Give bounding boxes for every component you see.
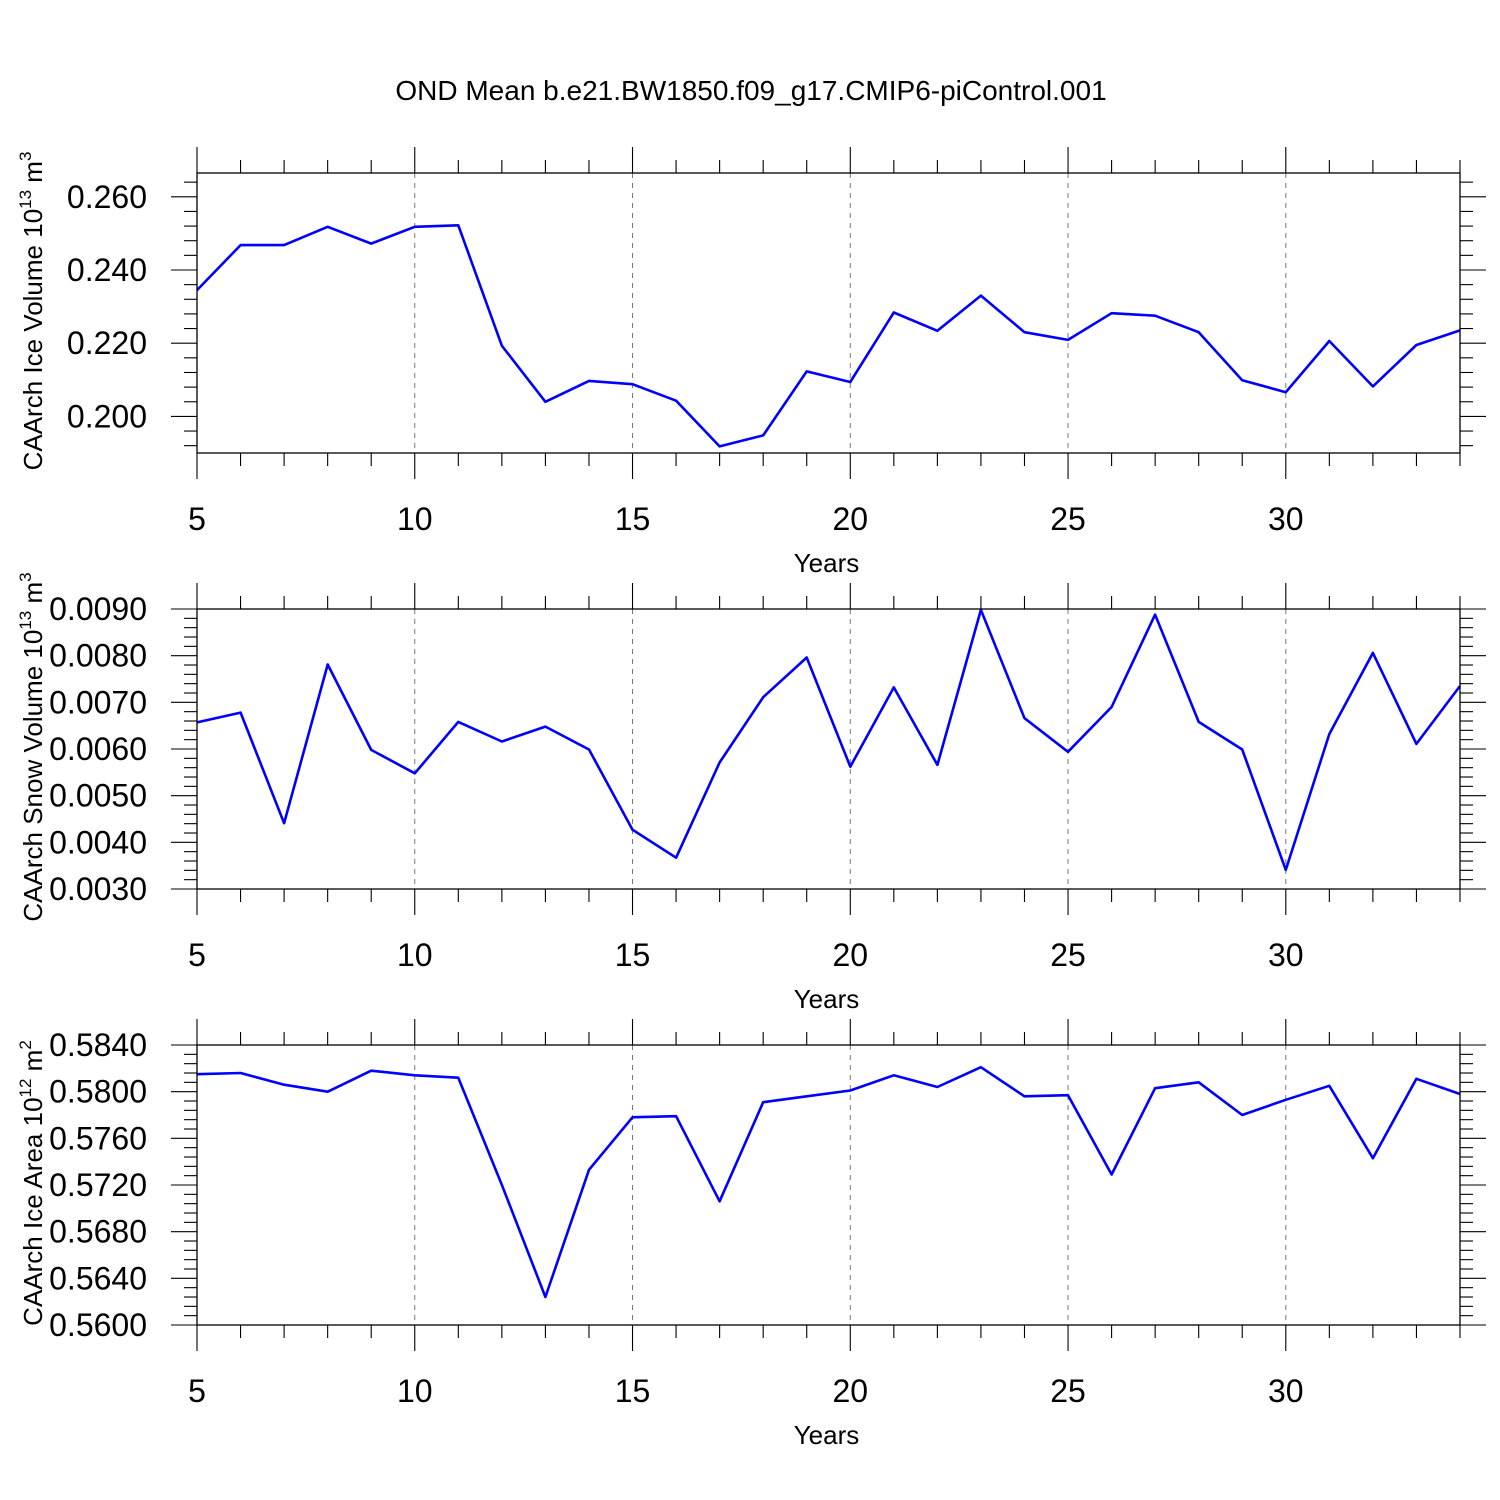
y-tick-label: 0.5800 — [49, 1074, 147, 1110]
x-tick-label: 30 — [1268, 937, 1304, 973]
y-axis-label-exponent: 3 — [16, 152, 35, 161]
plot-frame — [196, 608, 1461, 890]
x-tick-label: 15 — [615, 501, 651, 537]
y-tick-label: 0.5720 — [49, 1167, 147, 1203]
y-tick-label: 0.200 — [67, 398, 147, 434]
x-tick-label: 20 — [832, 1373, 868, 1409]
x-tick-label: 25 — [1050, 1373, 1086, 1409]
y-axis-label-part: CAArch Snow Volume 10 — [18, 630, 48, 922]
y-axis-label-exponent: 3 — [16, 572, 35, 581]
x-tick-label: 10 — [397, 501, 433, 537]
y-axis-label: CAArch Snow Volume 1013 m3 — [16, 572, 48, 921]
y-tick-label: 0.260 — [67, 179, 147, 215]
y-tick-label: 0.5680 — [49, 1214, 147, 1250]
y-tick-label: 0.0050 — [49, 778, 147, 814]
y-tick-label: 0.0070 — [49, 684, 147, 720]
y-tick-label: 0.0060 — [49, 731, 147, 767]
y-tick-label: 0.240 — [67, 252, 147, 288]
y-axis-label-part: m — [18, 1050, 48, 1079]
x-tick-label: 10 — [397, 1373, 433, 1409]
y-axis-label-exponent: 12 — [16, 1079, 35, 1098]
y-tick-label: 0.0040 — [49, 824, 147, 860]
y-axis-label-part: m — [18, 161, 48, 190]
y-axis-label-part: CAArch Ice Volume 10 — [18, 209, 48, 471]
y-tick-label: 0.5760 — [49, 1120, 147, 1156]
y-tick-label: 0.220 — [67, 325, 147, 361]
x-tick-label: 5 — [188, 1373, 206, 1409]
y-axis-label: CAArch Ice Area 1012 m2 — [16, 1040, 48, 1326]
y-axis-label-part: CAArch Ice Area 10 — [18, 1097, 48, 1325]
y-tick-label: 0.5640 — [49, 1260, 147, 1296]
y-tick-label: 0.5840 — [49, 1027, 147, 1063]
plot-frame — [196, 1044, 1461, 1326]
x-tick-label: 5 — [188, 501, 206, 537]
x-axis-label: Years — [794, 984, 860, 1014]
figure-title: OND Mean b.e21.BW1850.f09_g17.CMIP6-piCo… — [395, 75, 1106, 106]
x-axis-label: Years — [794, 1420, 860, 1450]
series-line — [196, 224, 1461, 448]
series-line — [196, 1065, 1461, 1299]
x-tick-label: 20 — [832, 937, 868, 973]
panel-1: 5 10 15 20 25 30 0.200 0.220 0.240 0.260 Years CAAr… — [16, 147, 1486, 578]
y-axis-label-part: m — [18, 582, 48, 611]
y-axis-label-exponent: 2 — [16, 1040, 35, 1049]
x-axis-label: Years — [794, 548, 860, 578]
x-tick-label: 10 — [397, 937, 433, 973]
x-tick-label: 20 — [832, 501, 868, 537]
plot-frame — [196, 172, 1461, 454]
x-tick-label: 5 — [188, 937, 206, 973]
x-tick-label: 25 — [1050, 937, 1086, 973]
y-tick-label: 0.0080 — [49, 638, 147, 674]
x-tick-label: 25 — [1050, 501, 1086, 537]
y-tick-label: 0.0030 — [49, 871, 147, 907]
y-axis-label-exponent: 13 — [16, 611, 35, 630]
x-tick-label: 15 — [615, 1373, 651, 1409]
y-axis-label: CAArch Ice Volume 1013 m3 — [16, 152, 48, 471]
y-tick-label: 0.0090 — [49, 591, 147, 627]
x-tick-label: 30 — [1268, 501, 1304, 537]
x-tick-label: 30 — [1268, 1373, 1304, 1409]
y-tick-label: 0.5600 — [49, 1307, 147, 1343]
panel-3: 5 10 15 20 25 30 0.5600 0.5640 0.5680 0.5720 0.576… — [16, 1019, 1486, 1450]
y-axis-label-exponent: 13 — [16, 190, 35, 209]
series-line — [196, 608, 1462, 872]
panel-2: 5 10 15 20 25 30 0.0030 0.0040 0.0050 0.0060 0.007… — [16, 572, 1486, 1014]
x-tick-label: 15 — [615, 937, 651, 973]
